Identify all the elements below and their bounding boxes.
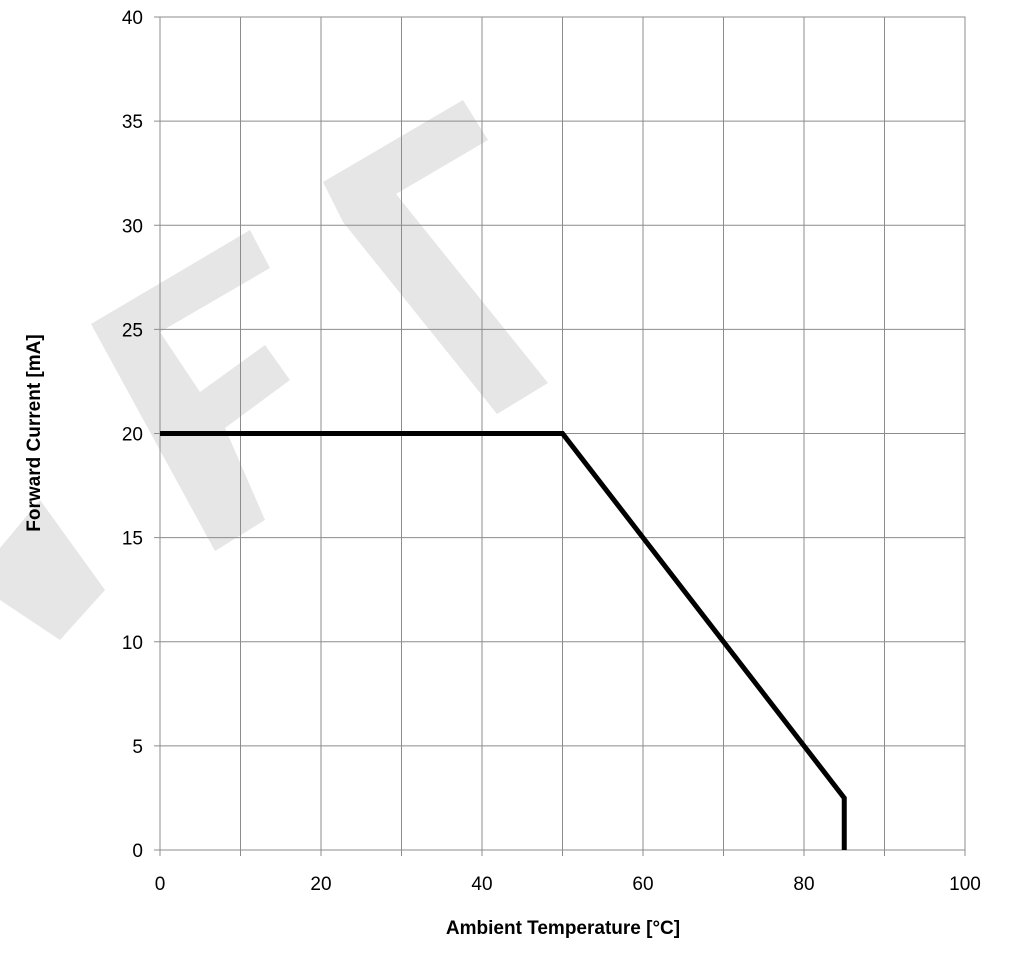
y-tick-label: 25 [122, 320, 143, 341]
x-tick-label: 80 [793, 874, 814, 895]
x-tick-label: 20 [310, 874, 331, 895]
x-axis-title: Ambient Temperature [°C] [446, 918, 680, 939]
y-axis-title: Forward Current [mA] [24, 334, 45, 531]
x-tick-label: 40 [471, 874, 492, 895]
watermark-letter-f [91, 230, 290, 551]
watermark-letter-a [0, 500, 105, 640]
watermark-letter-t [323, 100, 548, 414]
y-tick-label: 40 [122, 8, 143, 29]
series-group [160, 431, 847, 850]
y-tick-label: 0 [132, 841, 143, 862]
x-tick-label: 60 [632, 874, 653, 895]
tick-marks [154, 16, 966, 856]
y-tick-label: 30 [122, 216, 143, 237]
draft-watermark [0, 100, 548, 640]
x-tick-labels: 0 20 40 60 80 100 [155, 874, 981, 895]
y-tick-labels: 0 5 10 15 20 25 30 35 40 [122, 8, 143, 862]
y-tick-label: 35 [122, 112, 143, 133]
x-tick-label: 0 [155, 874, 166, 895]
y-tick-label: 20 [122, 425, 143, 446]
y-tick-label: 10 [122, 633, 143, 654]
series-line [160, 431, 847, 850]
y-tick-label: 15 [122, 529, 143, 550]
x-tick-label: 100 [949, 874, 981, 895]
y-tick-label: 5 [132, 737, 143, 758]
